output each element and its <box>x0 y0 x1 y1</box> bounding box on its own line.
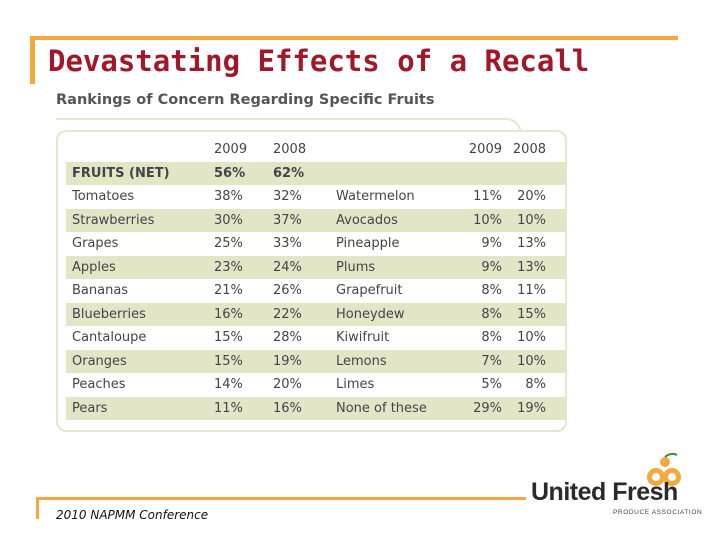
pct-2009: 21% <box>214 283 243 298</box>
fruit-name: Peaches <box>72 377 126 392</box>
pct-2008: 15% <box>517 306 546 322</box>
fruit-name: Avocados <box>336 212 398 228</box>
pct-2009: 10% <box>473 212 502 228</box>
table-row: Blueberries 16% 22% Honeydew 8% 15% <box>66 302 565 326</box>
table-row: Peaches 14% 20% Limes 5% 8% <box>66 373 565 397</box>
pct-2008: 10% <box>517 353 546 369</box>
pct-2009: 11% <box>473 189 502 204</box>
pct-2009: 2009 <box>214 142 248 157</box>
table-row: Cantaloupe 15% 28% Kiwifruit 8% 10% <box>66 326 565 350</box>
table-header-row: 2009 2008 2009 2008 <box>66 138 565 162</box>
fruit-name: Honeydew <box>336 306 405 322</box>
pct-2008: 26% <box>273 283 302 298</box>
pct-2008: 19% <box>273 353 302 369</box>
pct-2008: 2008 <box>512 142 546 157</box>
pct-2009: 38% <box>214 189 243 204</box>
pct-2009: 29% <box>473 400 502 416</box>
pct-2008: 28% <box>273 330 302 345</box>
pct-2008: 62% <box>273 165 305 181</box>
pct-2009: 9% <box>481 236 502 251</box>
pct-2009: 25% <box>214 236 243 251</box>
fruit-name: Cantaloupe <box>72 330 147 345</box>
pct-2009: 16% <box>214 306 243 322</box>
pct-2008: 16% <box>273 400 302 416</box>
pct-2009: 15% <box>214 330 243 345</box>
table-row: Tomatoes 38% 32% Watermelon 11% 20% <box>66 185 565 209</box>
pct-2008: 8% <box>525 377 546 392</box>
table-row: Pears 11% 16% None of these 29% 19% <box>66 396 565 420</box>
slide-title: Devastating Effects of a Recall <box>48 44 590 78</box>
pct-2008: 20% <box>273 377 302 392</box>
table-row: Oranges 15% 19% Lemons 7% 10% <box>66 349 565 373</box>
pct-2008: 24% <box>273 259 302 275</box>
pct-2008: 33% <box>273 236 302 251</box>
table-row: FRUITS (NET) 56% 62% <box>66 161 565 185</box>
pct-2009: 14% <box>214 377 243 392</box>
pct-2009: 23% <box>214 259 243 275</box>
table-subtitle: Rankings of Concern Regarding Specific F… <box>56 92 435 108</box>
pct-2009: 30% <box>214 212 243 228</box>
fruit-name: Grapefruit <box>336 283 403 298</box>
pct-2008: 2008 <box>273 142 307 157</box>
united-fresh-logo: United Fresh PRODUCE ASSOCIATION <box>531 452 703 522</box>
pct-2009: 56% <box>214 165 246 181</box>
fruit-name: FRUITS (NET) <box>72 165 170 181</box>
fruit-name: Strawberries <box>72 212 155 228</box>
brand-name: United Fresh <box>531 478 678 506</box>
panel-tab-rule <box>56 118 501 120</box>
fruit-name: Watermelon <box>336 189 415 204</box>
pct-2009: 9% <box>481 259 502 275</box>
pct-2009: 8% <box>481 306 502 322</box>
fruit-name: Tomatoes <box>72 189 135 204</box>
table-row: Bananas 21% 26% Grapefruit 8% 11% <box>66 279 565 303</box>
fruit-name: Bananas <box>72 283 129 298</box>
pct-2009: 11% <box>214 400 243 416</box>
footer-accent <box>36 497 39 519</box>
pct-2009: 2009 <box>468 142 502 157</box>
pct-2009: 15% <box>214 353 243 369</box>
concern-table: 2009 2008 2009 2008 FRUITS (NET) 56% 62% Tomato… <box>56 130 567 432</box>
pct-2008: 10% <box>517 330 546 345</box>
brand-tagline: PRODUCE ASSOCIATION <box>613 509 703 516</box>
pct-2008: 32% <box>273 189 302 204</box>
fruit-name: Apples <box>72 259 116 275</box>
pct-2008: 11% <box>517 283 546 298</box>
pct-2008: 10% <box>517 212 546 228</box>
table-row: Strawberries 30% 37% Avocados 10% 10% <box>66 208 565 232</box>
frame-accent-top <box>30 36 678 40</box>
pct-2008: 13% <box>517 236 546 251</box>
fruit-name: Pineapple <box>336 236 400 251</box>
pct-2009: 7% <box>481 353 502 369</box>
fruit-name: None of these <box>336 400 427 416</box>
pct-2009: 8% <box>481 283 502 298</box>
pct-2008: 22% <box>273 306 302 322</box>
fruit-name: Kiwifruit <box>336 330 390 345</box>
footer-conference: 2010 NAPMM Conference <box>56 508 209 522</box>
fruit-name: Lemons <box>336 353 387 369</box>
fruit-icon <box>647 452 681 486</box>
fruit-name: Limes <box>336 377 375 392</box>
table-row: Apples 23% 24% Plums 9% 13% <box>66 255 565 279</box>
footer-rule <box>36 497 526 500</box>
fruit-name: Plums <box>336 259 376 275</box>
frame-accent-left <box>30 36 35 84</box>
pct-2009: 5% <box>481 377 502 392</box>
pct-2008: 20% <box>517 189 546 204</box>
fruit-name: Pears <box>72 400 108 416</box>
table-row: Grapes 25% 33% Pineapple 9% 13% <box>66 232 565 256</box>
fruit-name: Blueberries <box>72 306 146 322</box>
pct-2008: 37% <box>273 212 302 228</box>
fruit-name: Grapes <box>72 236 119 251</box>
fruit-name: Oranges <box>72 353 127 369</box>
pct-2009: 8% <box>481 330 502 345</box>
pct-2008: 19% <box>517 400 546 416</box>
pct-2008: 13% <box>517 259 546 275</box>
